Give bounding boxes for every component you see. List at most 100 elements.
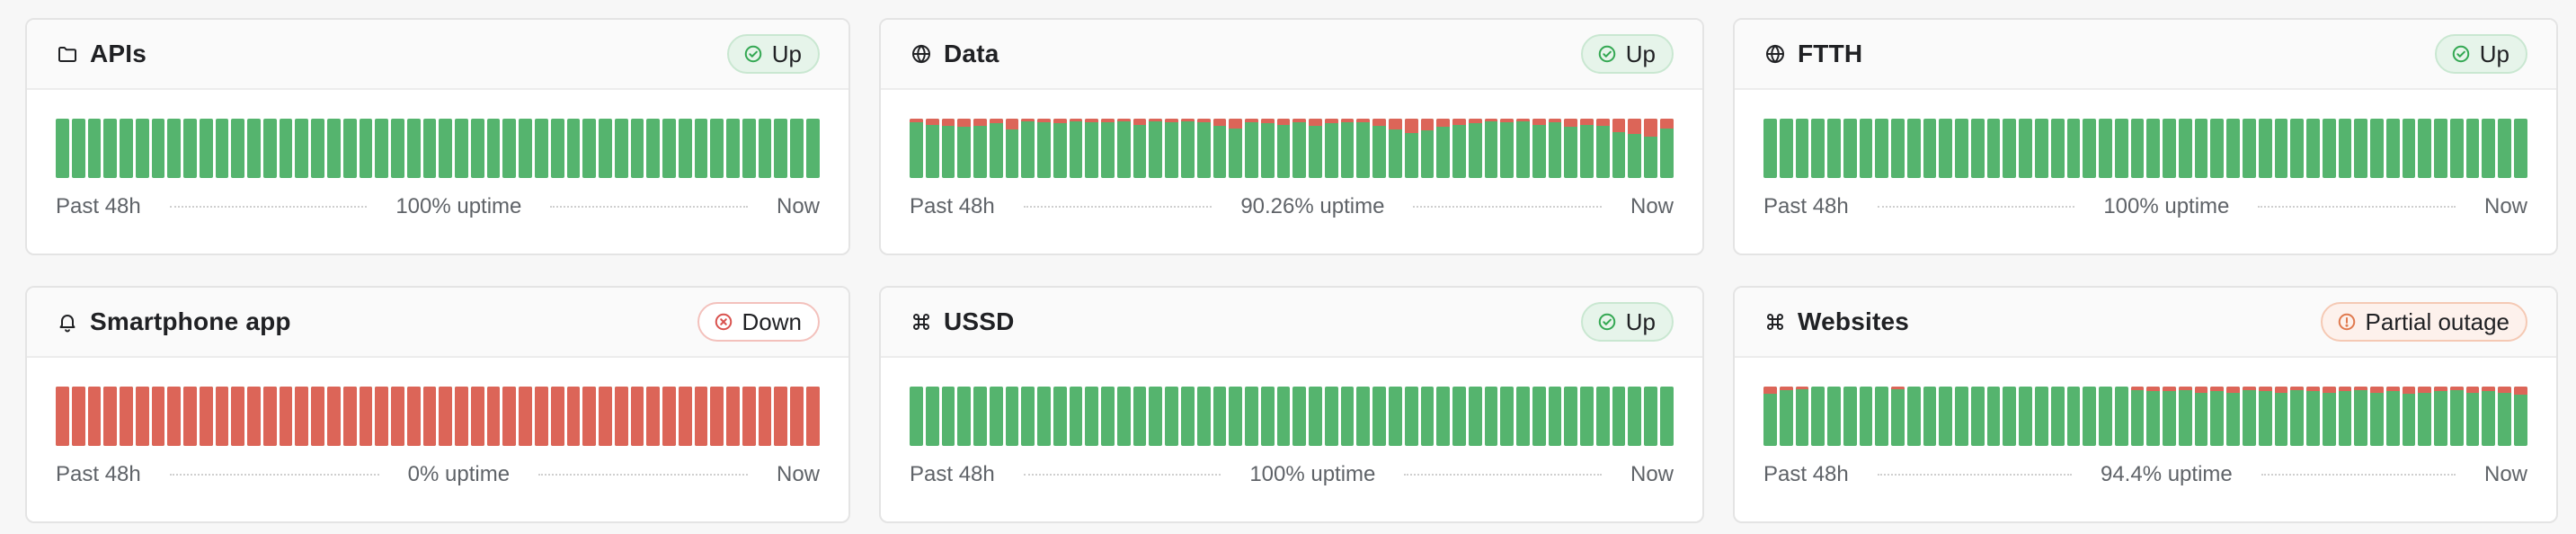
uptime-bar[interactable] xyxy=(2385,119,2400,178)
uptime-bar[interactable] xyxy=(327,387,341,446)
uptime-bar[interactable] xyxy=(2274,387,2288,446)
uptime-bar[interactable] xyxy=(758,387,772,446)
uptime-bar[interactable] xyxy=(758,119,772,178)
uptime-bar[interactable] xyxy=(2465,387,2480,446)
uptime-bar[interactable] xyxy=(1628,119,1642,178)
uptime-bar[interactable] xyxy=(2019,119,2033,178)
uptime-bar[interactable] xyxy=(1468,119,1482,178)
uptime-bar[interactable] xyxy=(582,119,597,178)
uptime-bar[interactable] xyxy=(1795,119,1809,178)
uptime-bar[interactable] xyxy=(2482,387,2496,446)
uptime-bar[interactable] xyxy=(2099,119,2112,178)
uptime-bar[interactable] xyxy=(2035,387,2048,446)
uptime-bar[interactable] xyxy=(183,387,197,446)
uptime-bar[interactable] xyxy=(519,387,532,446)
uptime-bar[interactable] xyxy=(614,387,628,446)
uptime-bar[interactable] xyxy=(1564,119,1578,178)
uptime-bar[interactable] xyxy=(2099,387,2112,446)
uptime-bar[interactable] xyxy=(2306,119,2320,178)
uptime-bar[interactable] xyxy=(989,387,1003,446)
uptime-bar[interactable] xyxy=(2338,387,2352,446)
uptime-bar[interactable] xyxy=(1165,119,1179,178)
uptime-bar[interactable] xyxy=(2226,387,2240,446)
uptime-bar[interactable] xyxy=(1644,119,1657,178)
uptime-bar[interactable] xyxy=(2226,119,2240,178)
uptime-bar[interactable] xyxy=(2498,387,2511,446)
uptime-bar[interactable] xyxy=(1372,387,1386,446)
uptime-bar[interactable] xyxy=(1795,387,1809,446)
uptime-bar[interactable] xyxy=(295,387,309,446)
uptime-bar[interactable] xyxy=(1939,387,1953,446)
uptime-bar[interactable] xyxy=(231,387,245,446)
uptime-bar[interactable] xyxy=(1420,119,1435,178)
uptime-bar[interactable] xyxy=(1612,387,1626,446)
uptime-bar[interactable] xyxy=(1875,119,1889,178)
uptime-bar[interactable] xyxy=(199,119,213,178)
uptime-bar[interactable] xyxy=(2402,119,2416,178)
uptime-bar[interactable] xyxy=(359,119,373,178)
uptime-bar[interactable] xyxy=(2434,119,2447,178)
uptime-bar[interactable] xyxy=(1149,119,1163,178)
uptime-bar[interactable] xyxy=(1659,119,1674,178)
uptime-bar[interactable] xyxy=(486,119,501,178)
uptime-bar[interactable] xyxy=(2194,119,2208,178)
uptime-bar[interactable] xyxy=(1085,387,1099,446)
uptime-bar[interactable] xyxy=(2418,387,2432,446)
uptime-bar[interactable] xyxy=(327,119,341,178)
uptime-bar[interactable] xyxy=(87,387,102,446)
uptime-bar[interactable] xyxy=(247,119,261,178)
uptime-bar[interactable] xyxy=(1276,387,1291,446)
uptime-bar[interactable] xyxy=(2513,387,2527,446)
uptime-bar[interactable] xyxy=(1580,387,1594,446)
uptime-bar[interactable] xyxy=(1955,387,1968,446)
uptime-bar[interactable] xyxy=(422,387,437,446)
uptime-bar[interactable] xyxy=(2385,387,2400,446)
uptime-bar[interactable] xyxy=(1548,387,1562,446)
uptime-bar[interactable] xyxy=(2210,387,2225,446)
uptime-bar[interactable] xyxy=(2449,387,2464,446)
uptime-bar[interactable] xyxy=(1133,387,1147,446)
uptime-bar[interactable] xyxy=(439,119,453,178)
uptime-bar[interactable] xyxy=(910,119,923,178)
uptime-bar[interactable] xyxy=(742,387,756,446)
uptime-bar[interactable] xyxy=(1827,119,1841,178)
uptime-bar[interactable] xyxy=(1532,119,1546,178)
uptime-bar[interactable] xyxy=(486,387,501,446)
uptime-bar[interactable] xyxy=(1970,119,1985,178)
uptime-bar[interactable] xyxy=(2258,119,2272,178)
uptime-bar[interactable] xyxy=(662,387,676,446)
uptime-bar[interactable] xyxy=(470,387,484,446)
uptime-bar[interactable] xyxy=(1955,119,1968,178)
uptime-bar[interactable] xyxy=(2418,119,2432,178)
uptime-bar[interactable] xyxy=(2083,387,2097,446)
uptime-bar[interactable] xyxy=(2322,387,2336,446)
uptime-bar[interactable] xyxy=(56,119,69,178)
uptime-bar[interactable] xyxy=(1133,119,1147,178)
uptime-bar[interactable] xyxy=(422,119,437,178)
uptime-bar[interactable] xyxy=(455,387,468,446)
uptime-bar[interactable] xyxy=(630,387,644,446)
uptime-bar[interactable] xyxy=(957,387,972,446)
uptime-bar[interactable] xyxy=(1859,387,1873,446)
uptime-bar[interactable] xyxy=(2354,387,2368,446)
uptime-bar[interactable] xyxy=(135,387,149,446)
uptime-bar[interactable] xyxy=(2035,119,2048,178)
uptime-bar[interactable] xyxy=(566,387,581,446)
uptime-bar[interactable] xyxy=(1356,387,1371,446)
uptime-bar[interactable] xyxy=(1906,119,1921,178)
uptime-bar[interactable] xyxy=(1595,119,1610,178)
uptime-bar[interactable] xyxy=(1388,119,1402,178)
uptime-bar[interactable] xyxy=(1420,387,1435,446)
uptime-bar[interactable] xyxy=(103,387,118,446)
uptime-bar[interactable] xyxy=(2114,387,2128,446)
uptime-bar[interactable] xyxy=(2465,119,2480,178)
uptime-bar[interactable] xyxy=(2242,387,2256,446)
uptime-bar[interactable] xyxy=(614,119,628,178)
uptime-bar[interactable] xyxy=(2146,119,2161,178)
uptime-bar[interactable] xyxy=(1644,387,1657,446)
uptime-bar[interactable] xyxy=(406,387,421,446)
uptime-bar[interactable] xyxy=(2370,119,2384,178)
uptime-bar[interactable] xyxy=(1468,387,1482,446)
uptime-bar[interactable] xyxy=(311,119,325,178)
uptime-bar[interactable] xyxy=(1859,119,1873,178)
